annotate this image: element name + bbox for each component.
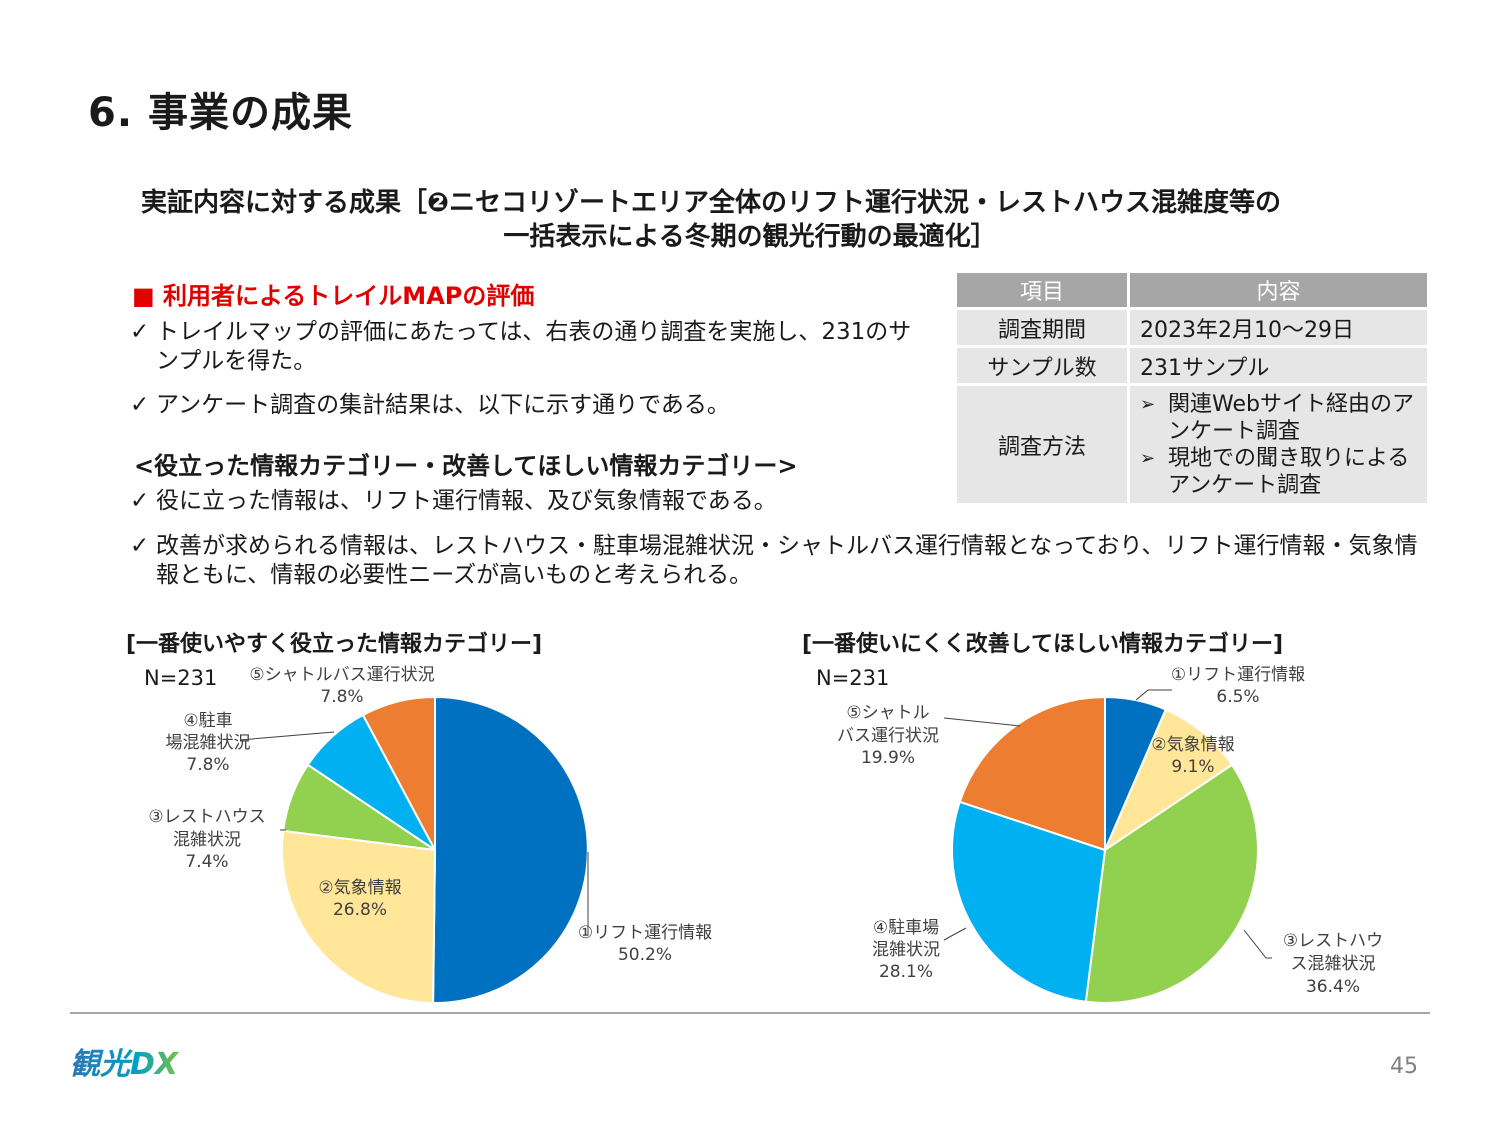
- bullet-text: トレイルマップの評価にあたっては、右表の通り調査を実施し、231のサンプルを得た…: [156, 319, 912, 374]
- chart-2-data-label-3: 36.4%: [1306, 977, 1360, 997]
- chart-2-leader-line-3: [1243, 929, 1272, 959]
- method-text: 現地での聞き取りによるアンケート調査: [1168, 445, 1410, 498]
- table-cell-content: ➢ 関連Webサイト経由のアンケート調査 ➢ 現地での聞き取りによるアンケート調査: [1127, 383, 1430, 506]
- table-cell-content: 2023年2月10～29日: [1127, 307, 1430, 348]
- chart-1-leader-line-4: [239, 731, 335, 741]
- check-icon: ✓: [130, 533, 150, 559]
- chart-1-category-label-3: 混雑状況: [173, 830, 241, 850]
- chart-1-category-label-3: ③レストハウス: [148, 807, 265, 827]
- table-row: 調査方法 ➢ 関連Webサイト経由のアンケート調査 ➢ 現地での聞き取りによるアンケ…: [954, 383, 1430, 506]
- table-header-content: 内容: [1127, 270, 1430, 310]
- chart-2-category-label-5: ⑤シャトル: [846, 703, 929, 723]
- chart-1-title: [一番使いやすく役立った情報カテゴリー]: [126, 632, 543, 657]
- chart-1-data-label-2: 26.8%: [333, 900, 387, 920]
- table-row: 調査期間 2023年2月10～29日: [954, 307, 1430, 348]
- bullet-text: 役に立った情報は、リフト運行情報、及び気象情報である。: [156, 488, 777, 514]
- chart-1-data-label-4: 7.8%: [186, 755, 229, 775]
- chart-2-data-label-5: 19.9%: [861, 748, 915, 768]
- footer-divider: [70, 1012, 1430, 1014]
- table-cell-item: 調査方法: [954, 383, 1130, 506]
- chart-2-category-label-4: ④駐車場: [873, 918, 939, 938]
- bullet-item: ✓ トレイルマップの評価にあたっては、右表の通り調査を実施し、231のサンプルを…: [130, 318, 930, 376]
- chart-1-data-label-1: 50.2%: [618, 945, 672, 965]
- chart-2-data-label-4: 28.1%: [879, 962, 933, 982]
- bullet-item: ✓ 改善が求められる情報は、レストハウス・駐車場混雑状況・シャトルバス運行情報と…: [130, 532, 1420, 590]
- chart-1-n-label: N=231: [144, 666, 218, 690]
- chart-1-leader-line-1: [584, 852, 589, 936]
- chart-1-category-label-4: ④駐車: [183, 711, 232, 731]
- chart-1-category-label-1: ①リフト運行情報: [578, 923, 712, 943]
- chart-1-category-label-4: 場混雑状況: [166, 733, 251, 753]
- section-heading: ■ 利用者によるトレイルMAPの評価: [132, 282, 535, 310]
- chart-2-leader-line-5: [943, 717, 1021, 727]
- chart-2-data-label-2: 9.1%: [1171, 757, 1214, 777]
- chart-2-category-label-3: ス混雑状況: [1291, 954, 1376, 974]
- chart-1-category-label-5: ⑤シャトルバス運行状況: [249, 665, 434, 685]
- chart-2-data-label-1: 6.5%: [1216, 687, 1259, 707]
- chart-2-leader-line-4: [943, 927, 967, 941]
- method-text: 関連Webサイト経由のアンケート調査: [1168, 391, 1414, 444]
- chart-1-data-label-3: 7.4%: [185, 852, 228, 872]
- table-cell-content: 231サンプル: [1127, 345, 1430, 386]
- table-header-item: 項目: [954, 270, 1130, 310]
- chart-2-category-label-3: ③レストハウ: [1283, 931, 1383, 951]
- chart-2-category-label-2: ②気象情報: [1151, 735, 1234, 755]
- page-title: 6. 事業の成果: [88, 90, 353, 136]
- table-cell-item: 調査期間: [954, 307, 1130, 348]
- method-list: ➢ 関連Webサイト経由のアンケート調査 ➢ 現地での聞き取りによるアンケート調査: [1140, 391, 1417, 499]
- chart-2-n-label: N=231: [816, 666, 890, 690]
- chart-1-slice-5: [361, 695, 436, 851]
- bullet-text: アンケート調査の集計結果は、以下に示す通りである。: [156, 392, 730, 418]
- chart-2-title: [一番使いにくく改善してほしい情報カテゴリー]: [802, 632, 1284, 657]
- check-icon: ✓: [130, 392, 150, 418]
- table-cell-item: サンプル数: [954, 345, 1130, 386]
- chart-2-slice-2: [1102, 708, 1234, 853]
- category-heading: <役立った情報カテゴリー・改善してほしい情報カテゴリー>: [134, 452, 798, 480]
- chart-2-leader-line-1: [1135, 689, 1172, 701]
- subtitle-line-1: 実証内容に対する成果［❷ニセコリゾートエリア全体のリフト運行状況・レストハウス混…: [140, 188, 1281, 218]
- chart-2-category-label-4: 混雑状況: [872, 940, 940, 960]
- chart-2-category-label-1: ①リフト運行情報: [1171, 665, 1305, 685]
- chart-2-slice-4: [951, 800, 1107, 1003]
- chart-1-slice-2: [281, 829, 437, 1005]
- list-item: ➢ 現地での聞き取りによるアンケート調査: [1140, 445, 1417, 499]
- check-icon: ✓: [130, 488, 150, 514]
- arrow-bullet-icon: ➢: [1140, 447, 1156, 469]
- bullet-item: ✓ アンケート調査の集計結果は、以下に示す通りである。: [130, 391, 930, 420]
- chart-1-data-label-5: 7.8%: [320, 687, 363, 707]
- table-row: サンプル数 231サンプル: [954, 345, 1430, 386]
- arrow-bullet-icon: ➢: [1140, 393, 1156, 415]
- page-number: 45: [1390, 1054, 1418, 1079]
- list-item: ➢ 関連Webサイト経由のアンケート調査: [1140, 391, 1417, 445]
- bullet-text: 改善が求められる情報は、レストハウス・駐車場混雑状況・シャトルバス運行情報となっ…: [156, 533, 1418, 588]
- chart-2-slice-3: [1084, 763, 1259, 1004]
- chart-1-category-label-2: ②気象情報: [318, 878, 401, 898]
- logo-icon: 観光DX: [70, 1047, 180, 1082]
- logo-text: 観光DX: [70, 1047, 180, 1082]
- logo: 観光DX: [70, 1040, 200, 1088]
- chart-2-category-label-5: バス運行状況: [837, 726, 939, 746]
- check-icon: ✓: [130, 319, 150, 345]
- subtitle-line-2: 一括表示による冬期の観光行動の最適化］: [503, 222, 997, 252]
- chart-1-slice-1: [432, 695, 589, 1004]
- bullet-item: ✓ 役に立った情報は、リフト運行情報、及び気象情報である。: [130, 487, 930, 516]
- subtitle: 実証内容に対する成果［❷ニセコリゾートエリア全体のリフト運行状況・レストハウス混…: [60, 186, 1440, 254]
- survey-table: 項目 内容 調査期間 2023年2月10～29日 サンプル数 231サンプル 調…: [954, 270, 1430, 506]
